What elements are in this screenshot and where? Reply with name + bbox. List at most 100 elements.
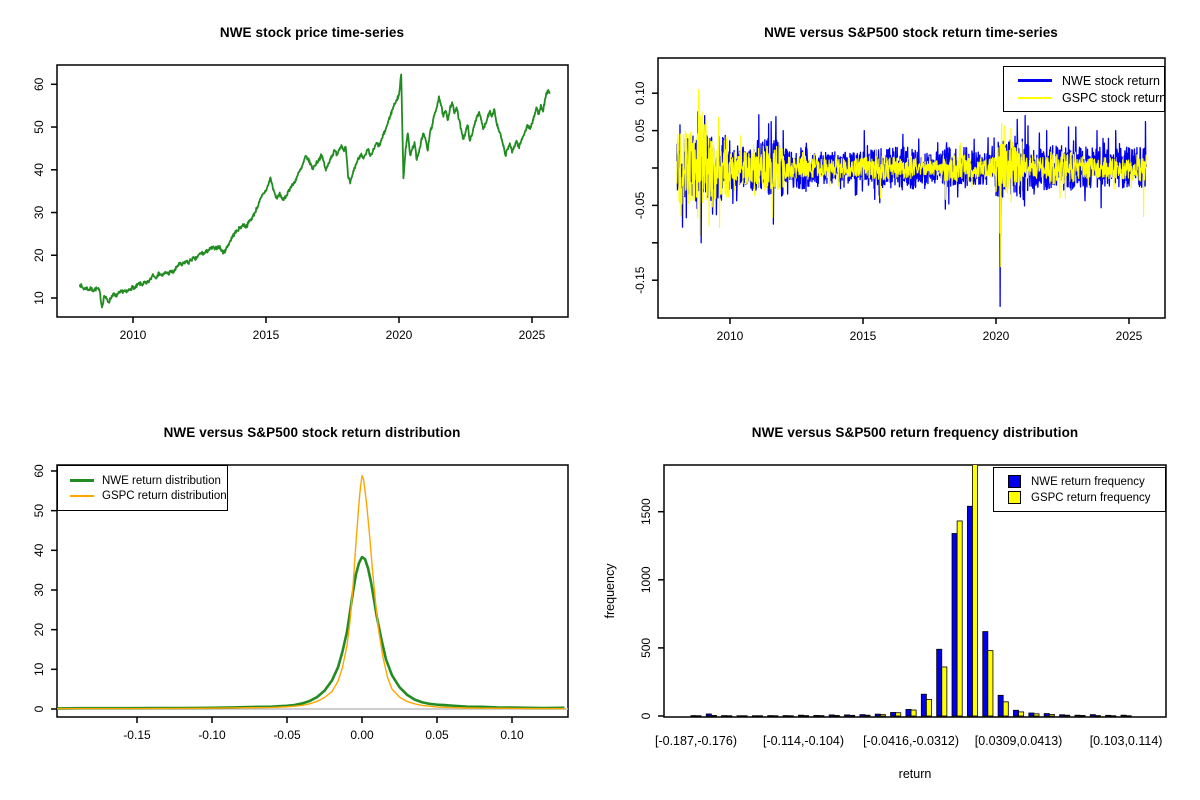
nwe-frequency-bar: [890, 712, 897, 717]
nwe-frequency-bar: [874, 713, 881, 717]
gspc-frequency-bar: [803, 715, 810, 717]
nwe-frequency-bar: [1074, 714, 1081, 717]
density-y-tick-label: 10: [32, 662, 46, 676]
gspc-frequency-bar: [1033, 713, 1040, 717]
nwe-frequency-bar: [736, 715, 743, 717]
gspc-frequency-bar: [1002, 701, 1009, 717]
nwe-frequency-bar: [951, 533, 958, 717]
nwe-frequency-bar: [982, 631, 989, 717]
gspc-frequency-bar: [726, 715, 733, 717]
nwe-frequency-bar: [920, 693, 927, 717]
returns-plot-box: [657, 57, 1166, 319]
nwe-frequency-bar: [966, 505, 973, 717]
nwe-frequency-bar: [690, 715, 697, 717]
returns-y-tick-label: -0.05: [633, 191, 647, 219]
price-x-tick-label: 2025: [519, 328, 546, 342]
nwe-frequency-bar: [905, 709, 912, 717]
returns-y-tick-label: -0.15: [633, 266, 647, 294]
gspc-return-line-series: [676, 88, 1147, 268]
density-y-tick-label: 30: [32, 583, 46, 597]
returns-legend: NWE stock return GSPC stock return: [1003, 66, 1167, 112]
density-y-tick-label: 0: [32, 705, 46, 712]
histogram-legend: NWE return frequency GSPC return frequen…: [993, 467, 1166, 512]
gspc-frequency-bar: [941, 666, 948, 717]
nwe-frequency-bar: [1028, 712, 1035, 717]
gspc-frequency-bar: [833, 715, 840, 717]
nwe-frequency-bar: [751, 715, 758, 717]
price-chart-title: NWE stock price time-series: [219, 25, 405, 40]
price-line-series: [78, 73, 551, 309]
gspc-frequency-bar: [1018, 711, 1025, 717]
price-y-tick-label: 10: [32, 291, 46, 305]
legend-label: GSPC return frequency: [1031, 491, 1151, 504]
nwe-frequency-bar: [1043, 713, 1050, 717]
histogram-bin-label: [-0.187,-0.176): [655, 734, 737, 748]
nwe-frequency-bar: [767, 715, 774, 717]
gspc-frequency-bar: [987, 650, 994, 717]
gspc-frequency-bar: [818, 715, 825, 717]
nwe-frequency-bar: [859, 714, 866, 717]
gspc-frequency-bar: [710, 715, 717, 717]
histogram-bin-label: [0.103,0.114): [1090, 734, 1163, 748]
legend-item-nwe-density: NWE return distribution: [58, 475, 227, 487]
returns-y-tick-label: 0.05: [633, 119, 647, 143]
histogram-bin-label: [0.0309,0.0413): [975, 734, 1063, 748]
nwe-line-sample-icon: [70, 479, 94, 482]
nwe-frequency-bar: [1120, 714, 1127, 717]
legend-label: NWE return frequency: [1031, 475, 1145, 488]
gspc-frequency-bar: [972, 465, 978, 717]
density-x-tick-label: -0.05: [273, 728, 301, 742]
histogram-bin-label: [-0.0416,-0.0312): [863, 734, 959, 748]
gspc-frequency-bar: [1094, 715, 1101, 717]
histogram-y-tick-label: 1500: [639, 498, 653, 525]
histogram-y-tick-label: 1000: [639, 566, 653, 593]
histogram-y-axis-label: frequency: [603, 563, 617, 619]
price-x-tick-label: 2015: [253, 328, 280, 342]
legend-label: NWE stock return: [1062, 73, 1160, 88]
density-x-tick-label: 0.00: [350, 728, 374, 742]
gspc-frequency-bar: [757, 715, 763, 717]
legend-item-nwe-return: NWE stock return: [1004, 74, 1164, 88]
gspc-frequency-bar: [695, 715, 702, 717]
price-y-tick-label: 60: [32, 77, 46, 91]
nwe-frequency-bar: [782, 715, 789, 717]
nwe-frequency-bar: [1013, 709, 1019, 717]
gspc-frequency-bar: [1079, 715, 1086, 717]
density-plot-box: [56, 464, 569, 718]
nwe-frequency-bar: [705, 713, 712, 717]
legend-item-gspc-density: GSPC return distribution: [58, 490, 227, 502]
nwe-frequency-bar: [844, 714, 850, 717]
density-x-tick-label: 0.05: [425, 728, 449, 742]
nwe-frequency-bar: [721, 715, 728, 717]
price-y-tick-label: 30: [32, 206, 46, 220]
gspc-frequency-bar: [787, 715, 794, 717]
price-x-tick-label: 2010: [120, 328, 147, 342]
gspc-frequency-bar: [1125, 715, 1132, 717]
gspc-frequency-bar: [772, 715, 779, 717]
nwe-frequency-bar: [813, 715, 820, 717]
returns-chart-title: NWE versus S&P500 stock return time-seri…: [764, 25, 1058, 40]
gspc-box-sample-icon: [1008, 491, 1021, 504]
histogram-chart-title: NWE versus S&P500 return frequency distr…: [751, 425, 1079, 440]
returns-x-tick-label: 2020: [983, 329, 1010, 343]
gspc-frequency-bar: [910, 709, 917, 717]
gspc-frequency-bar: [1048, 713, 1055, 717]
gspc-line-sample-icon: [70, 494, 94, 497]
histogram-y-tick-label: 0: [639, 712, 653, 719]
price-y-tick-label: 50: [32, 120, 46, 134]
gspc-frequency-bar: [864, 714, 871, 717]
returns-y-tick-label: 0.10: [633, 81, 647, 105]
gspc-density-curve: [57, 475, 565, 710]
histogram-y-tick-label: 500: [639, 638, 653, 658]
density-y-tick-label: 50: [32, 504, 46, 518]
nwe-box-sample-icon: [1008, 475, 1021, 488]
nwe-frequency-bar: [798, 714, 804, 717]
legend-label: GSPC stock return: [1062, 90, 1167, 105]
histogram-plot-box: [663, 464, 1167, 718]
gspc-frequency-bar: [895, 712, 902, 717]
legend-label: GSPC return distribution: [102, 489, 227, 502]
nwe-return-line-series: [676, 111, 1148, 308]
density-legend: NWE return distribution GSPC return dist…: [57, 465, 228, 511]
